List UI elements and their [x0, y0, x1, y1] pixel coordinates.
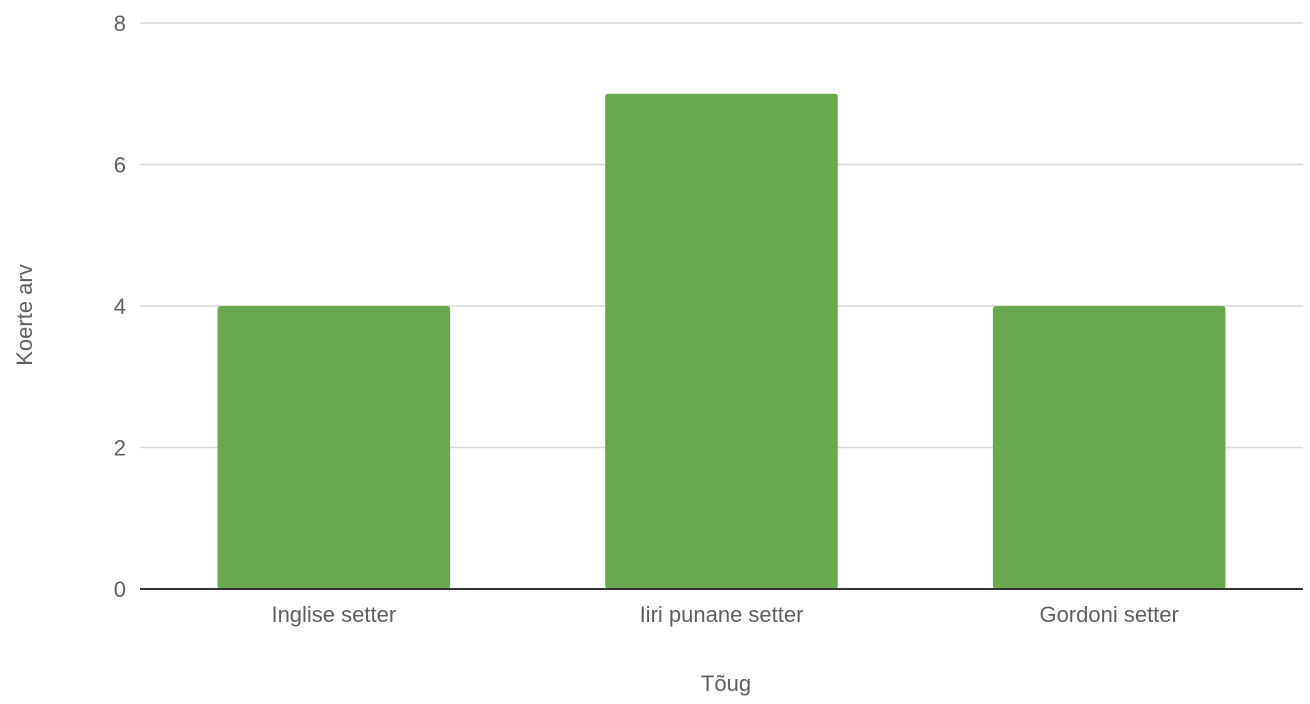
y-axis-title: Koerte arv	[12, 264, 37, 366]
bars	[217, 93, 1226, 589]
y-tick-labels: 0 2 4 6 8	[114, 11, 126, 602]
bar	[217, 306, 451, 589]
x-tick-label: Inglise setter	[271, 602, 396, 627]
y-tick-label: 0	[114, 577, 126, 602]
y-tick-label: 4	[114, 294, 126, 319]
x-tick-label: Gordoni setter	[1039, 602, 1178, 627]
x-tick-label: Iiri punane setter	[640, 602, 804, 627]
y-tick-label: 6	[114, 153, 126, 178]
y-tick-label: 2	[114, 436, 126, 461]
y-tick-label: 8	[114, 11, 126, 36]
x-tick-labels: Inglise setter Iiri punane setter Gordoni …	[271, 602, 1178, 627]
bar	[605, 93, 838, 589]
bar	[992, 306, 1226, 589]
x-axis-title: Tõug	[701, 671, 751, 696]
